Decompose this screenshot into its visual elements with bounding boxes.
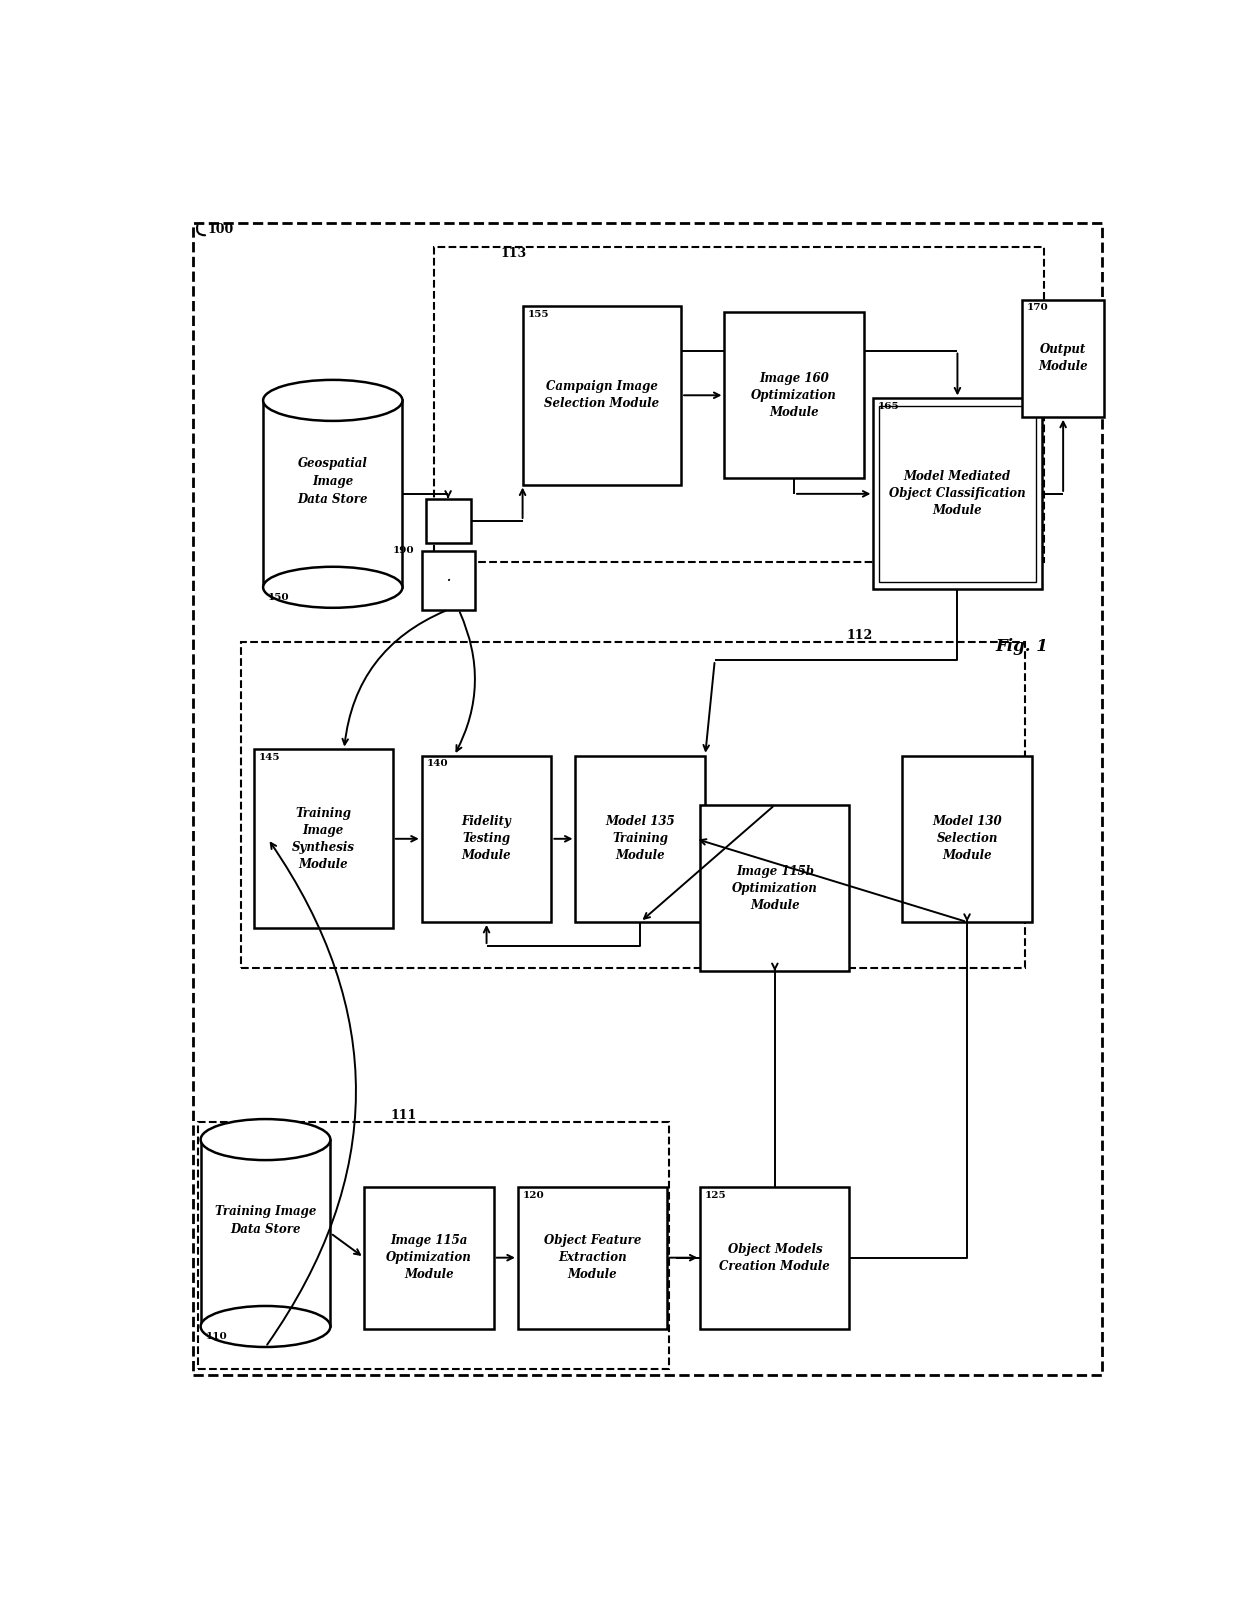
Bar: [522, 306, 681, 485]
Bar: [1022, 299, 1104, 418]
Bar: [242, 642, 1024, 968]
Text: Image 115a
Optimization
Module: Image 115a Optimization Module: [386, 1234, 471, 1282]
Text: Fidelity
Testing
Module: Fidelity Testing Module: [461, 816, 511, 862]
Bar: [434, 248, 1044, 562]
Text: Object Feature
Extraction
Module: Object Feature Extraction Module: [543, 1234, 641, 1282]
Text: Image 160
Optimization
Module: Image 160 Optimization Module: [751, 371, 837, 419]
Text: 111: 111: [391, 1109, 417, 1122]
Bar: [425, 499, 470, 542]
Bar: [422, 550, 475, 610]
Bar: [701, 805, 849, 971]
Text: Model 135
Training
Module: Model 135 Training Module: [605, 816, 675, 862]
Text: 165: 165: [878, 402, 900, 411]
Bar: [879, 406, 1035, 582]
Bar: [873, 398, 1042, 589]
Text: Geospatial
Image
Data Store: Geospatial Image Data Store: [298, 458, 368, 506]
Text: 170: 170: [1027, 304, 1049, 312]
Text: 100: 100: [208, 222, 234, 235]
Text: Training Image
Data Store: Training Image Data Store: [215, 1205, 316, 1237]
Ellipse shape: [201, 1306, 330, 1347]
Text: Image 115b
Optimization
Module: Image 115b Optimization Module: [732, 864, 817, 912]
Bar: [903, 755, 1032, 922]
Text: 145: 145: [258, 754, 280, 762]
Text: 190: 190: [392, 546, 414, 555]
Text: 140: 140: [427, 760, 448, 768]
Bar: [253, 749, 393, 928]
Bar: [701, 1187, 849, 1328]
Bar: [575, 755, 706, 922]
Bar: [198, 1122, 670, 1368]
Text: 125: 125: [706, 1190, 727, 1200]
Text: Training
Image
Synthesis
Module: Training Image Synthesis Module: [291, 806, 355, 870]
Text: 113: 113: [501, 248, 527, 261]
Text: Model Mediated
Object Classification
Module: Model Mediated Object Classification Mod…: [889, 470, 1025, 517]
Ellipse shape: [263, 379, 403, 421]
Text: 112: 112: [847, 629, 873, 642]
Bar: [365, 1187, 494, 1328]
Text: 110: 110: [206, 1331, 227, 1341]
Bar: [263, 400, 403, 587]
Text: Fig. 1: Fig. 1: [996, 638, 1049, 654]
Text: ·: ·: [446, 573, 450, 587]
Text: Model 130
Selection
Module: Model 130 Selection Module: [932, 816, 1002, 862]
Text: Output
Module: Output Module: [1038, 344, 1087, 373]
Ellipse shape: [201, 1118, 330, 1160]
Text: 120: 120: [522, 1190, 544, 1200]
Bar: [422, 755, 552, 922]
Ellipse shape: [263, 566, 403, 608]
Bar: [201, 1139, 330, 1326]
Text: 155: 155: [527, 310, 549, 318]
Bar: [518, 1187, 667, 1328]
Text: 150: 150: [268, 592, 290, 602]
Bar: [724, 312, 864, 478]
Text: Campaign Image
Selection Module: Campaign Image Selection Module: [544, 381, 660, 410]
Text: Object Models
Creation Module: Object Models Creation Module: [719, 1243, 831, 1272]
